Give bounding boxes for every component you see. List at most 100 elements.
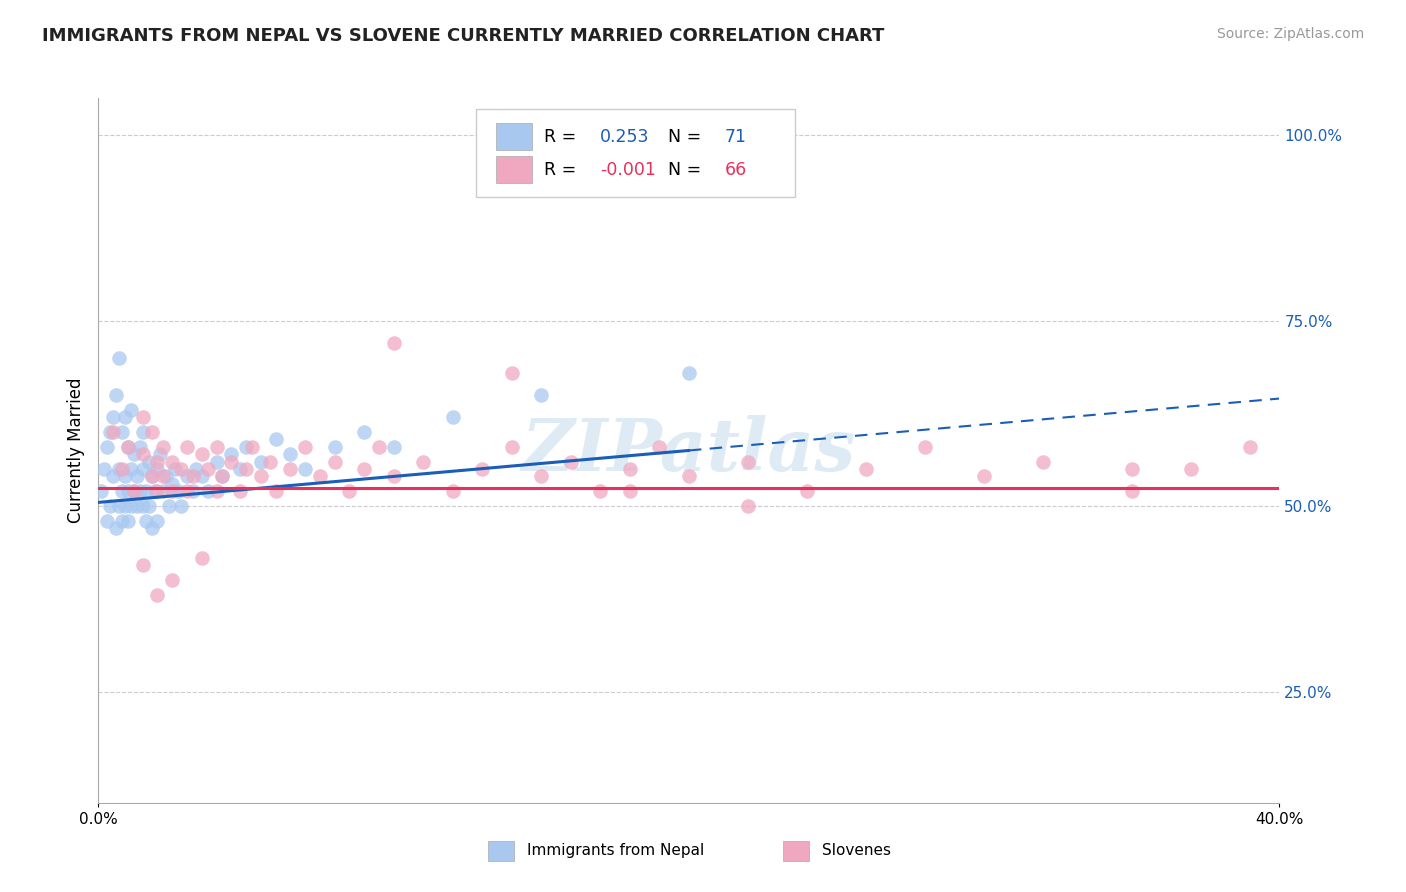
- Point: [1239, 440, 1261, 454]
- Point: [280, 447, 302, 461]
- Point: [368, 440, 391, 454]
- Point: [796, 484, 818, 499]
- Point: [128, 440, 150, 454]
- Text: 66: 66: [724, 161, 747, 179]
- Point: [146, 462, 169, 476]
- Point: [146, 588, 169, 602]
- Point: [176, 440, 198, 454]
- Point: [90, 484, 112, 499]
- Point: [250, 454, 273, 468]
- Point: [122, 484, 145, 499]
- Point: [125, 499, 148, 513]
- Point: [117, 440, 139, 454]
- Point: [619, 484, 641, 499]
- Point: [235, 462, 257, 476]
- Point: [141, 469, 163, 483]
- Point: [108, 351, 131, 365]
- Point: [1121, 462, 1143, 476]
- Point: [211, 469, 233, 483]
- Point: [155, 469, 177, 483]
- Point: [98, 499, 121, 513]
- Point: [197, 484, 219, 499]
- Point: [138, 454, 160, 468]
- Text: ZIPatlas: ZIPatlas: [522, 415, 856, 486]
- Point: [191, 469, 214, 483]
- Point: [197, 462, 219, 476]
- Point: [138, 499, 160, 513]
- FancyBboxPatch shape: [783, 841, 810, 861]
- Point: [132, 410, 155, 425]
- Point: [141, 521, 163, 535]
- Point: [111, 462, 134, 476]
- Point: [353, 462, 375, 476]
- Point: [280, 462, 302, 476]
- Point: [441, 410, 464, 425]
- Point: [132, 558, 155, 573]
- FancyBboxPatch shape: [477, 109, 796, 197]
- Text: R =: R =: [544, 161, 582, 179]
- Point: [501, 366, 523, 380]
- Point: [143, 484, 166, 499]
- Point: [441, 484, 464, 499]
- Point: [181, 484, 204, 499]
- Point: [167, 484, 190, 499]
- Point: [162, 476, 183, 491]
- Point: [162, 454, 183, 468]
- Point: [114, 410, 136, 425]
- Point: [146, 514, 169, 528]
- Point: [135, 514, 157, 528]
- Point: [294, 440, 316, 454]
- Point: [264, 484, 287, 499]
- Point: [323, 440, 346, 454]
- Point: [294, 462, 316, 476]
- Point: [855, 462, 877, 476]
- Point: [205, 440, 228, 454]
- Point: [162, 484, 183, 499]
- Text: 71: 71: [724, 128, 747, 146]
- Point: [122, 484, 145, 499]
- Point: [412, 454, 434, 468]
- Point: [157, 499, 180, 513]
- Point: [382, 440, 405, 454]
- Point: [103, 425, 125, 439]
- Point: [619, 462, 641, 476]
- Point: [339, 484, 361, 499]
- Point: [648, 440, 671, 454]
- FancyBboxPatch shape: [496, 156, 531, 183]
- Text: IMMIGRANTS FROM NEPAL VS SLOVENE CURRENTLY MARRIED CORRELATION CHART: IMMIGRANTS FROM NEPAL VS SLOVENE CURRENT…: [42, 27, 884, 45]
- Point: [152, 440, 174, 454]
- Point: [181, 469, 204, 483]
- Point: [132, 499, 155, 513]
- Point: [176, 469, 198, 483]
- Point: [103, 469, 125, 483]
- FancyBboxPatch shape: [496, 123, 531, 150]
- Point: [259, 454, 281, 468]
- Point: [111, 484, 134, 499]
- Point: [122, 447, 145, 461]
- Point: [309, 469, 332, 483]
- Point: [191, 551, 214, 566]
- Point: [141, 469, 163, 483]
- Point: [501, 440, 523, 454]
- Point: [914, 440, 936, 454]
- Point: [103, 410, 125, 425]
- Point: [132, 425, 155, 439]
- Point: [560, 454, 582, 468]
- Point: [120, 462, 142, 476]
- Point: [250, 469, 273, 483]
- Point: [264, 433, 287, 447]
- Point: [117, 440, 139, 454]
- Point: [382, 469, 405, 483]
- Text: Source: ZipAtlas.com: Source: ZipAtlas.com: [1216, 27, 1364, 41]
- Point: [128, 484, 150, 499]
- Point: [111, 425, 134, 439]
- Point: [98, 425, 121, 439]
- Point: [146, 484, 169, 499]
- Point: [105, 521, 128, 535]
- Point: [120, 499, 142, 513]
- Point: [96, 514, 118, 528]
- Point: [170, 462, 193, 476]
- Point: [382, 335, 405, 350]
- Point: [1032, 454, 1054, 468]
- Point: [135, 484, 157, 499]
